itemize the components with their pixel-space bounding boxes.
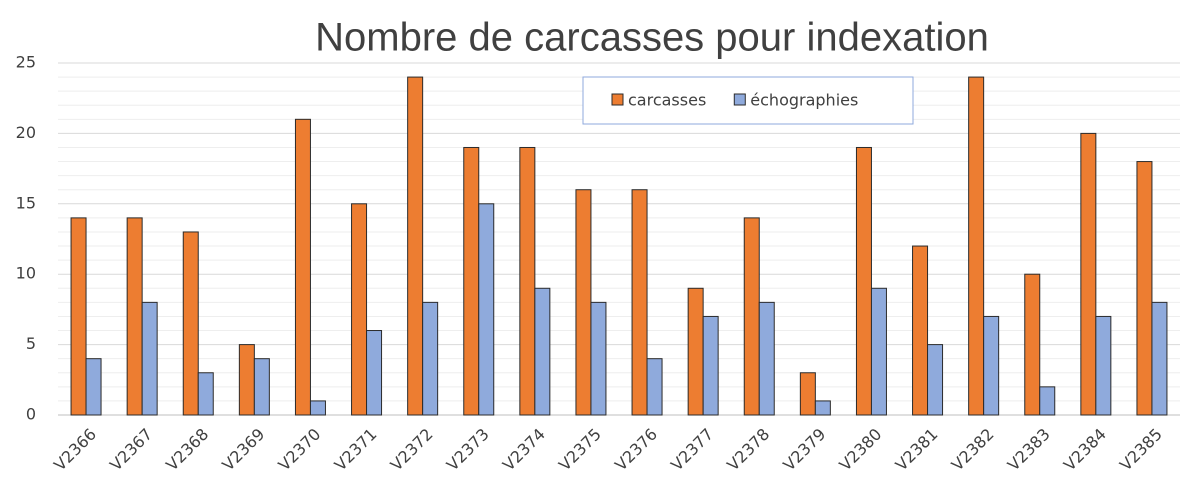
x-tick-label: V2377: [667, 425, 717, 475]
bar: [1136, 161, 1153, 416]
x-tick-label: V2383: [1004, 425, 1054, 475]
bar: [238, 344, 255, 416]
bar: [478, 203, 495, 416]
bar: [463, 146, 480, 416]
x-tick-label: V2372: [387, 425, 437, 475]
bar: [70, 217, 87, 416]
bar: [126, 217, 143, 416]
bar: [309, 400, 326, 416]
bar: [253, 358, 270, 416]
bar: [631, 189, 648, 416]
x-tick-label: V2371: [331, 425, 381, 475]
bar: [968, 76, 985, 416]
bar: [141, 301, 158, 416]
legend: carcasses échographies: [582, 76, 914, 125]
bar: [422, 301, 439, 416]
bar: [534, 287, 551, 416]
bar: [590, 301, 607, 416]
chart-title: Nombre de carcasses pour indexation: [315, 16, 989, 60]
x-tick-label: V2375: [555, 425, 605, 475]
legend-label: carcasses: [628, 91, 706, 110]
bar: [1080, 132, 1097, 416]
x-tick-label: V2380: [835, 425, 885, 475]
x-tick-label: V2382: [948, 425, 998, 475]
x-tick-label: V2366: [50, 425, 100, 475]
x-tick-label: V2367: [106, 425, 156, 475]
bar: [1151, 301, 1168, 416]
x-tick-label: V2370: [274, 425, 324, 475]
bar: [85, 358, 102, 416]
legend-swatch: [733, 93, 746, 106]
x-tick-label: V2378: [723, 425, 773, 475]
x-tick-label: V2368: [162, 425, 212, 475]
bar: [702, 315, 719, 416]
bar: [182, 231, 199, 416]
bar: [407, 76, 424, 416]
bar: [983, 315, 1000, 416]
x-tick-label: V2374: [499, 425, 549, 475]
bar: [366, 330, 383, 416]
legend-label: échographies: [750, 91, 858, 110]
y-tick-label: 25: [16, 53, 36, 72]
bar: [758, 301, 775, 416]
bar: [519, 146, 536, 416]
bar: [912, 245, 929, 416]
bar: [927, 344, 944, 416]
bar: [743, 217, 760, 416]
bar: [1039, 386, 1056, 416]
bar: [799, 372, 816, 416]
bar: [814, 400, 831, 416]
y-tick-label: 5: [26, 334, 36, 353]
bar: [1095, 315, 1112, 416]
x-tick-label: V2384: [1060, 425, 1110, 475]
bar: [855, 146, 872, 416]
x-tick-label: V2376: [611, 425, 661, 475]
y-tick-label: 15: [16, 193, 36, 212]
bar: [351, 203, 368, 416]
x-tick-label: V2385: [1116, 425, 1166, 475]
bar: [197, 372, 214, 416]
x-tick-label: V2379: [779, 425, 829, 475]
bar: [575, 189, 592, 416]
x-tick-label: V2381: [892, 425, 942, 475]
y-tick-label: 10: [16, 264, 36, 283]
x-tick-label: V2373: [443, 425, 493, 475]
bar: [687, 287, 704, 416]
y-tick-label: 0: [26, 405, 36, 424]
legend-swatch: [611, 93, 624, 106]
y-tick-label: 20: [16, 123, 36, 142]
legend-box: [582, 76, 914, 125]
bar: [870, 287, 887, 416]
x-tick-label: V2369: [218, 425, 268, 475]
bar: [1024, 273, 1041, 416]
bar: [294, 118, 311, 416]
bar: [646, 358, 663, 416]
